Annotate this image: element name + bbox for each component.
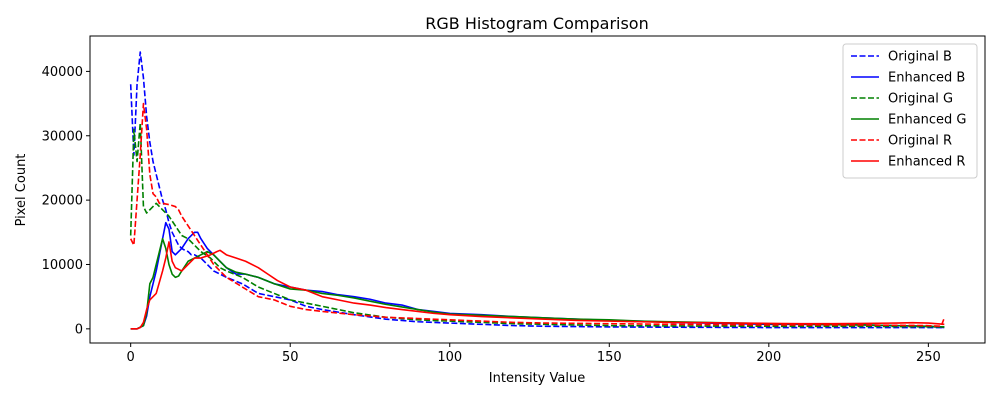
plot-area — [129, 51, 946, 330]
legend-label: Original G — [888, 92, 953, 107]
x-tick-label: 0 — [127, 350, 135, 365]
legend: Original B Enhanced B Original G Enhanced G… — [842, 43, 978, 179]
y-tick-label: 30000 — [42, 129, 83, 144]
series-line-original-g — [129, 122, 945, 328]
legend-label: Enhanced B — [888, 71, 965, 86]
y-tick-label: 0 — [75, 322, 83, 337]
x-tick-label: 150 — [597, 350, 622, 365]
series-line-original-b — [129, 51, 945, 329]
legend-label: Enhanced R — [888, 155, 965, 170]
y-tick-label: 40000 — [42, 65, 83, 80]
x-axis-label: Intensity Value — [489, 371, 585, 386]
legend-label: Enhanced G — [888, 113, 967, 128]
y-tick-label: 10000 — [42, 258, 83, 273]
y-axis-label: Pixel Count — [14, 154, 29, 227]
legend-label: Original R — [888, 134, 952, 149]
legend-label: Original B — [888, 50, 952, 65]
x-tick-label: 50 — [282, 350, 299, 365]
chart-title: RGB Histogram Comparison — [425, 14, 648, 33]
y-tick-label: 20000 — [42, 194, 83, 209]
x-tick-label: 200 — [756, 350, 781, 365]
x-tick-label: 250 — [916, 350, 941, 365]
series-line-enhanced-r — [130, 241, 945, 330]
x-tick-label: 100 — [437, 350, 462, 365]
axis-ticks: 0 50 100 150 200 250 0 10000 20000 30000 40000 — [42, 65, 941, 365]
plot-frame — [89, 35, 986, 344]
series-line-original-r — [129, 102, 946, 328]
